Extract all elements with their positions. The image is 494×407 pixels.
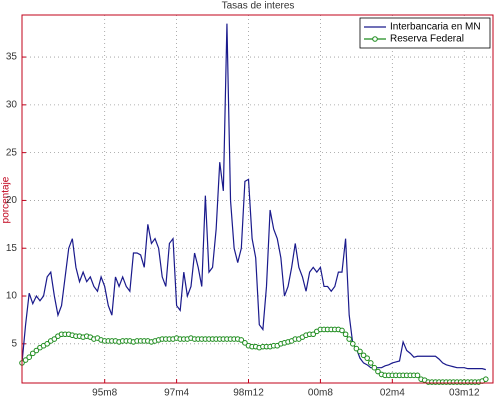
series-marker bbox=[360, 352, 367, 359]
series-marker bbox=[242, 340, 248, 346]
x-tick-label: 03m12 bbox=[449, 388, 480, 399]
series-marker bbox=[414, 372, 421, 379]
chart-title: Tasas de interes bbox=[222, 1, 295, 12]
series-marker bbox=[51, 336, 58, 342]
series-marker bbox=[349, 341, 356, 347]
series-marker bbox=[44, 341, 50, 347]
series-marker bbox=[357, 348, 363, 355]
x-tick-label: 00m8 bbox=[308, 388, 333, 399]
y-tick-label: 20 bbox=[6, 195, 18, 206]
legend-box bbox=[359, 17, 491, 49]
legend-marker bbox=[372, 36, 378, 42]
y-axis-label: porcentaje bbox=[1, 176, 12, 223]
x-tick-label: 98m12 bbox=[233, 388, 264, 399]
y-tick-label: 25 bbox=[6, 147, 18, 158]
legend-label: Reserva Federal bbox=[390, 34, 464, 45]
series-marker bbox=[346, 336, 352, 342]
series-marker bbox=[29, 350, 36, 357]
series-marker bbox=[22, 357, 29, 363]
y-tick-label: 15 bbox=[6, 243, 18, 254]
y-tick-label: 30 bbox=[6, 99, 18, 110]
legend-label: Interbancaria en MN bbox=[390, 22, 481, 33]
series-marker bbox=[310, 331, 317, 338]
series-marker bbox=[375, 368, 381, 375]
plot-frame bbox=[21, 14, 494, 384]
series-marker bbox=[33, 347, 40, 354]
x-tick-label: 02m4 bbox=[380, 388, 405, 399]
series-marker bbox=[339, 327, 345, 334]
series-marker bbox=[367, 360, 374, 366]
x-tick-label: 97m4 bbox=[164, 388, 189, 399]
series-marker bbox=[483, 376, 489, 382]
x-tick-label: 95m8 bbox=[92, 388, 117, 399]
series-marker bbox=[364, 355, 370, 361]
series-marker bbox=[238, 337, 245, 343]
series-marker bbox=[353, 345, 360, 352]
series-marker bbox=[342, 331, 349, 338]
series-marker bbox=[26, 354, 32, 360]
y-tick-label: 10 bbox=[6, 291, 18, 302]
y-tick-label: 5 bbox=[11, 338, 17, 349]
series-line bbox=[21, 23, 486, 371]
series-marker bbox=[371, 364, 378, 371]
y-tick-label: 35 bbox=[6, 52, 18, 63]
